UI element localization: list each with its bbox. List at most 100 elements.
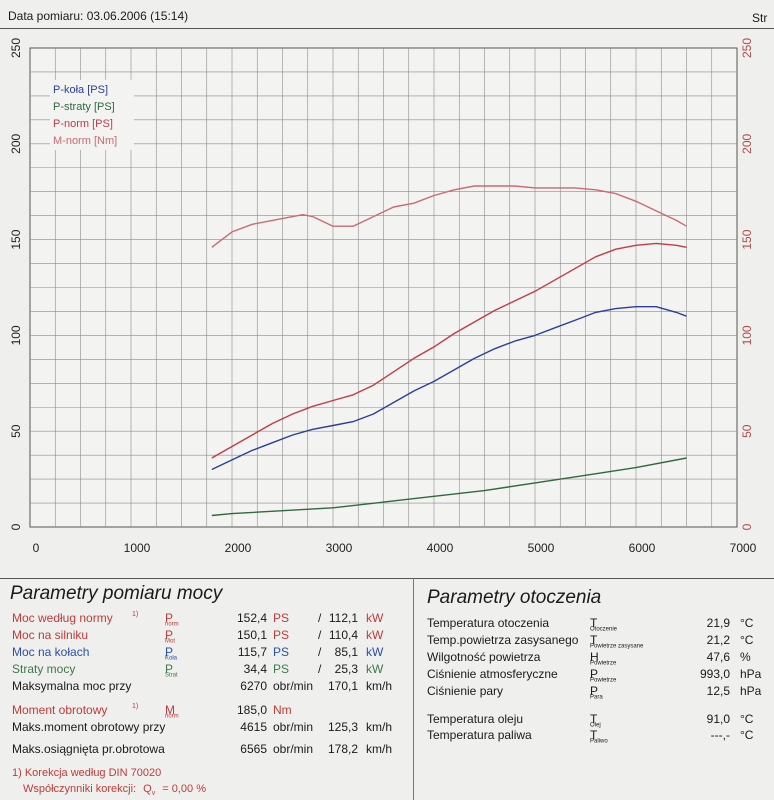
ambient-value: 993,0 — [699, 667, 730, 681]
y-tick-label-right: 50 — [740, 424, 754, 438]
y-tick-label-right: 200 — [740, 133, 754, 153]
ambient-value: 21,9 — [706, 616, 730, 630]
param-value-2: 170,1 — [327, 679, 358, 693]
param-separator: / — [318, 645, 322, 659]
ambient-unit: hPa — [740, 684, 762, 698]
param-unit-2: km/h — [366, 679, 393, 693]
x-tick-label: 4000 — [427, 541, 454, 555]
legend-entry-0: P-koła [PS] — [53, 84, 108, 96]
params-divider-vertical — [413, 578, 414, 800]
series-line-2 — [211, 242, 687, 459]
param-unit: obr/min — [273, 679, 314, 693]
param-value: 150,1 — [236, 628, 267, 642]
param-symbol: P Mot — [165, 628, 176, 645]
param-unit: PS — [273, 628, 290, 642]
series-line-3 — [211, 185, 687, 248]
correction-factors: Współczynniki korekcji: Qv = 0,00 % — [23, 783, 206, 797]
param-footnote-mark: 1) — [132, 611, 139, 618]
ambient-symbol: T Powietrze zasysane — [590, 633, 644, 650]
param-unit-2: km/h — [366, 720, 393, 734]
series-line-0 — [211, 306, 687, 471]
param-value: 185,0 — [236, 703, 267, 717]
ambient-param-row: Temperatura otoczenia T Otoczenie 21,9 °C — [414, 616, 772, 632]
param-label: Moc na kołach — [12, 645, 90, 659]
ambient-param-row: Wilgotność powietrza H Powietrze 47,6% — [414, 650, 772, 666]
param-value-2: 112,1 — [328, 611, 358, 625]
ambient-label: Temperatura paliwa — [427, 728, 532, 742]
page-label: Str — [752, 11, 768, 25]
param-unit-2: kW — [366, 645, 384, 659]
y-tick-label-left: 250 — [9, 38, 23, 58]
y-tick-label-right: 100 — [740, 325, 754, 345]
param-unit: obr/min — [273, 720, 314, 734]
legend-box — [50, 80, 134, 150]
param-unit-2: kW — [366, 611, 384, 625]
param-value: 4615 — [240, 720, 267, 734]
y-tick-label-left: 200 — [9, 133, 23, 153]
param-value-2: 85,1 — [334, 645, 358, 659]
param-value-2: 125,3 — [327, 720, 358, 734]
param-value: 6565 — [240, 742, 267, 756]
x-tick-label: 5000 — [528, 541, 555, 555]
param-value: 152,4 — [236, 611, 267, 625]
ambient-symbol: T Paliwo — [590, 728, 608, 745]
y-tick-label-left: 50 — [9, 424, 23, 438]
param-value-2: 110,4 — [328, 628, 358, 642]
param-label: Straty mocy — [12, 662, 76, 676]
param-unit: Nm — [273, 703, 292, 717]
param-value: 115,7 — [237, 645, 267, 659]
param-unit-2: kW — [366, 628, 384, 642]
ambient-param-row: Temp.powietrza zasysanego T Powietrze zasy… — [414, 633, 772, 649]
param-unit: PS — [273, 645, 290, 659]
param-value: 6270 — [240, 679, 267, 693]
measurement-date: Data pomiaru: 03.06.2006 (15:14) — [8, 9, 189, 23]
param-unit: PS — [273, 611, 290, 625]
x-tick-label: 2000 — [225, 541, 252, 555]
x-tick-label: 1000 — [124, 541, 151, 555]
ambient-label: Temperatura oleju — [427, 712, 524, 726]
param-symbol: P Strat — [165, 662, 178, 679]
param-label: Moment obrotowy — [12, 703, 108, 717]
param-value-2: 25,3 — [334, 662, 358, 676]
y-tick-label-right: 0 — [740, 523, 754, 530]
ambient-value: 47,6 — [706, 650, 730, 664]
ambient-unit: °C — [740, 728, 754, 742]
power-param-row: Maks.moment obrotowy przy 4615 obr/min 125,… — [0, 720, 412, 736]
x-tick-label: 6000 — [629, 541, 656, 555]
param-unit-2: kW — [366, 662, 384, 676]
param-separator: / — [318, 611, 322, 625]
ambient-param-row: Temperatura oleju T Olej 91,0 °C — [414, 712, 772, 728]
power-param-row: Straty mocy P Strat 34,4 PS / 25,3 kW — [0, 662, 412, 678]
ambient-label: Temperatura otoczenia — [427, 616, 550, 630]
legend-entry-1: P-straty [PS] — [53, 101, 115, 113]
ambient-symbol: T Otoczenie — [590, 616, 618, 633]
ambient-symbol: H Powietrze — [590, 650, 617, 667]
param-unit: PS — [273, 662, 290, 676]
ambient-symbol: P Powietrze — [590, 667, 617, 684]
correction-factor-symbol: Qv — [143, 783, 156, 798]
legend-entry-3: M-norm [Nm] — [53, 135, 117, 147]
power-param-row: Moc na kołach P Koła 115,7 PS / 85,1 kW — [0, 645, 412, 661]
y-tick-label-left: 0 — [9, 523, 23, 530]
y-tick-label-right: 250 — [740, 38, 754, 58]
ambient-section-title: Parametry otoczenia — [427, 587, 602, 608]
ambient-value: 12,5 — [706, 684, 730, 698]
ambient-symbol: T Olej — [590, 712, 601, 729]
ambient-param-row: Ciśnienie atmosferyczne P Powietrze 993,0 hP… — [414, 667, 772, 683]
ambient-unit: °C — [740, 616, 754, 630]
power-section-title: Parametry pomiaru mocy — [10, 583, 223, 604]
y-tick-label-right: 150 — [740, 229, 754, 249]
y-tick-label-left: 150 — [9, 229, 23, 249]
param-label: Maks.osiągnięta pr.obrotowa — [12, 742, 165, 756]
ambient-value: 91,0 — [706, 712, 730, 726]
param-value: 34,4 — [243, 662, 267, 676]
ambient-unit: hPa — [740, 667, 762, 681]
param-label: Maksymalna moc przy — [12, 679, 132, 693]
params-divider-horizontal — [0, 578, 774, 579]
ambient-unit: % — [740, 650, 751, 664]
